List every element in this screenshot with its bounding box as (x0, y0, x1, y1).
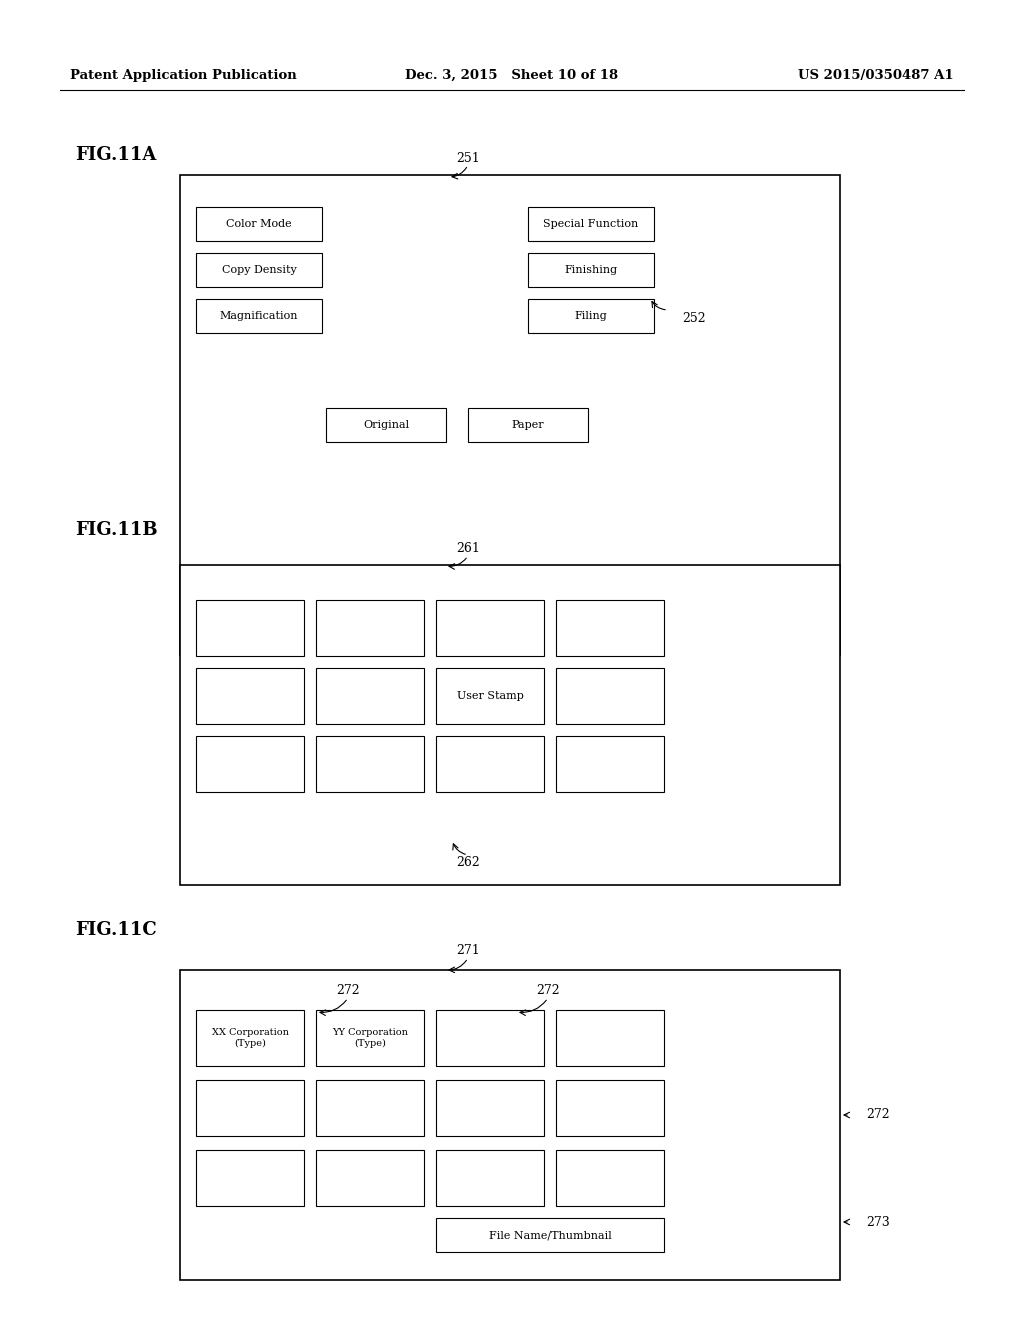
Text: Filing: Filing (574, 312, 607, 321)
Text: US 2015/0350487 A1: US 2015/0350487 A1 (799, 69, 954, 82)
Bar (196, 253, 322, 286)
Text: 272: 272 (866, 1109, 890, 1122)
Text: 261: 261 (456, 541, 480, 554)
Text: FIG.11C: FIG.11C (75, 921, 157, 939)
Bar (196, 1010, 304, 1067)
Bar (436, 601, 544, 656)
Text: Magnification: Magnification (220, 312, 298, 321)
Text: 262: 262 (456, 857, 480, 870)
Bar (180, 176, 840, 655)
Bar (436, 1150, 544, 1206)
Bar (556, 1150, 664, 1206)
Text: FIG.11A: FIG.11A (75, 147, 157, 164)
Bar (316, 668, 424, 723)
Bar (326, 408, 446, 442)
Bar (180, 970, 840, 1280)
Text: Special Function: Special Function (544, 219, 639, 228)
Text: 252: 252 (682, 312, 706, 325)
Text: 271: 271 (456, 944, 480, 957)
Bar (316, 737, 424, 792)
Text: Dec. 3, 2015   Sheet 10 of 18: Dec. 3, 2015 Sheet 10 of 18 (406, 69, 618, 82)
Text: User Stamp: User Stamp (457, 690, 523, 701)
Bar (436, 737, 544, 792)
Bar (556, 1010, 664, 1067)
Text: Patent Application Publication: Patent Application Publication (70, 69, 297, 82)
Text: Paper: Paper (512, 420, 545, 430)
Bar (316, 1150, 424, 1206)
Bar (196, 207, 322, 242)
Bar (528, 207, 654, 242)
Bar (556, 601, 664, 656)
Bar (468, 408, 588, 442)
Bar (556, 737, 664, 792)
Text: Color Mode: Color Mode (226, 219, 292, 228)
Bar (528, 300, 654, 333)
Bar (436, 1010, 544, 1067)
Bar (196, 668, 304, 723)
Bar (436, 1218, 664, 1251)
Text: Copy Density: Copy Density (221, 265, 296, 275)
Bar (196, 1150, 304, 1206)
Bar (436, 668, 544, 723)
Text: FIG.11B: FIG.11B (75, 521, 158, 539)
Text: Original: Original (362, 420, 409, 430)
Text: 273: 273 (866, 1216, 890, 1229)
Text: Finishing: Finishing (564, 265, 617, 275)
Bar (196, 737, 304, 792)
Bar (180, 565, 840, 884)
Bar (436, 1080, 544, 1137)
Bar (556, 668, 664, 723)
Bar (316, 1080, 424, 1137)
Bar (196, 1080, 304, 1137)
Bar (316, 1010, 424, 1067)
Text: 272: 272 (537, 983, 560, 997)
Bar (316, 601, 424, 656)
Bar (196, 300, 322, 333)
Text: File Name/Thumbnail: File Name/Thumbnail (488, 1230, 611, 1239)
Text: 272: 272 (336, 983, 359, 997)
Text: XX Corporation
(Type): XX Corporation (Type) (212, 1028, 289, 1048)
Bar (528, 253, 654, 286)
Text: 251: 251 (456, 152, 480, 165)
Text: YY Corporation
(Type): YY Corporation (Type) (332, 1028, 408, 1048)
Bar (556, 1080, 664, 1137)
Bar (196, 601, 304, 656)
